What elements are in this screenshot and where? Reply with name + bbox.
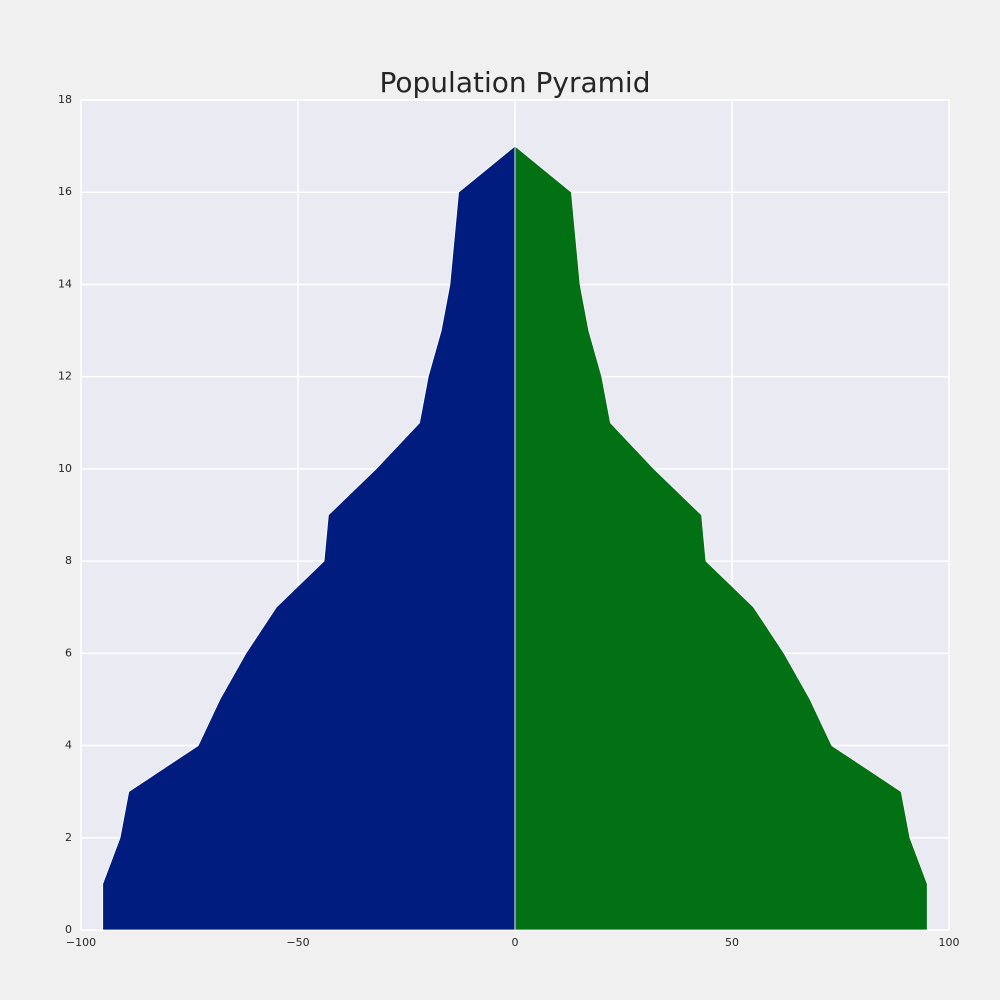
y-tick-label: 10 bbox=[58, 462, 72, 475]
x-tick-label: 100 bbox=[939, 936, 960, 949]
y-tick-label: 4 bbox=[65, 739, 72, 752]
y-tick-label: 6 bbox=[65, 646, 72, 659]
x-tick-label: −50 bbox=[286, 936, 309, 949]
x-tick-label: 50 bbox=[725, 936, 739, 949]
y-tick-label: 16 bbox=[58, 185, 72, 198]
y-tick-label: 0 bbox=[65, 923, 72, 936]
area bbox=[514, 145, 928, 931]
y-tick-label: 14 bbox=[58, 277, 72, 290]
y-tick-label: 2 bbox=[65, 831, 72, 844]
chart-title: Population Pyramid bbox=[380, 66, 651, 99]
y-tick-label: 18 bbox=[58, 93, 72, 106]
y-tick-label: 8 bbox=[65, 554, 72, 567]
area bbox=[102, 145, 516, 931]
x-tick-label: −100 bbox=[66, 936, 96, 949]
x-tick-label: 0 bbox=[512, 936, 519, 949]
y-tick-label: 12 bbox=[58, 370, 72, 383]
